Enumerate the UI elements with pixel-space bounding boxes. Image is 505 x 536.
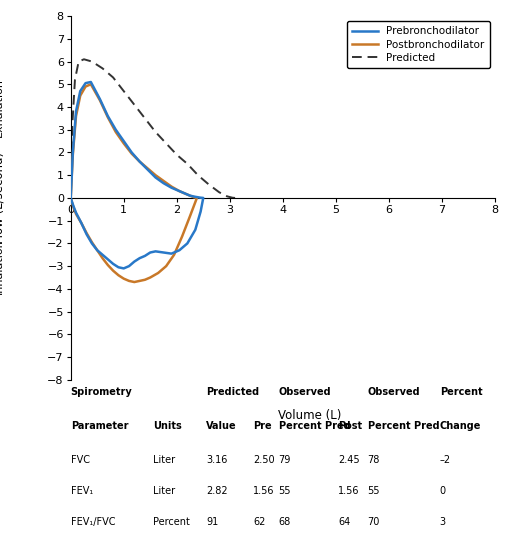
Text: Percent Pred: Percent Pred bbox=[279, 421, 350, 430]
Text: Post: Post bbox=[338, 421, 362, 430]
Text: Volume (L): Volume (L) bbox=[278, 410, 341, 422]
Text: Change: Change bbox=[440, 421, 481, 430]
Text: 1.56: 1.56 bbox=[253, 486, 275, 496]
Text: FEV₁/FVC: FEV₁/FVC bbox=[71, 517, 115, 526]
Text: 79: 79 bbox=[279, 456, 291, 465]
Text: Exhalation: Exhalation bbox=[0, 78, 4, 137]
Text: Inhalation: Inhalation bbox=[0, 239, 4, 294]
Text: 64: 64 bbox=[338, 517, 350, 526]
Text: 2.82: 2.82 bbox=[207, 486, 228, 496]
Text: Value: Value bbox=[207, 421, 237, 430]
Text: Predicted: Predicted bbox=[207, 387, 260, 397]
Text: Percent: Percent bbox=[154, 517, 190, 526]
Text: 68: 68 bbox=[279, 517, 291, 526]
Text: Percent Pred: Percent Pred bbox=[368, 421, 439, 430]
Text: Percent: Percent bbox=[440, 387, 482, 397]
Text: Pre: Pre bbox=[253, 421, 272, 430]
Text: 55: 55 bbox=[279, 486, 291, 496]
Text: Observed: Observed bbox=[368, 387, 420, 397]
Text: 3.16: 3.16 bbox=[207, 456, 228, 465]
Text: 78: 78 bbox=[368, 456, 380, 465]
Text: Units: Units bbox=[154, 421, 182, 430]
Text: 1.56: 1.56 bbox=[338, 486, 360, 496]
Text: Observed: Observed bbox=[279, 387, 331, 397]
Text: 3: 3 bbox=[440, 517, 446, 526]
Text: Liter: Liter bbox=[154, 486, 176, 496]
Text: Liter: Liter bbox=[154, 456, 176, 465]
Text: FEV₁: FEV₁ bbox=[71, 486, 93, 496]
Text: 2.45: 2.45 bbox=[338, 456, 360, 465]
Text: 91: 91 bbox=[207, 517, 219, 526]
Text: 2.50: 2.50 bbox=[253, 456, 275, 465]
Text: 70: 70 bbox=[368, 517, 380, 526]
Legend: Prebronchodilator, Postbronchodilator, Predicted: Prebronchodilator, Postbronchodilator, P… bbox=[346, 21, 490, 68]
Text: 0: 0 bbox=[440, 486, 446, 496]
Y-axis label: Flow (L/second): Flow (L/second) bbox=[0, 152, 6, 244]
Text: FVC: FVC bbox=[71, 456, 90, 465]
Text: –2: –2 bbox=[440, 456, 451, 465]
Text: Parameter: Parameter bbox=[71, 421, 128, 430]
Text: 55: 55 bbox=[368, 486, 380, 496]
Text: 62: 62 bbox=[253, 517, 266, 526]
Text: Spirometry: Spirometry bbox=[71, 387, 132, 397]
